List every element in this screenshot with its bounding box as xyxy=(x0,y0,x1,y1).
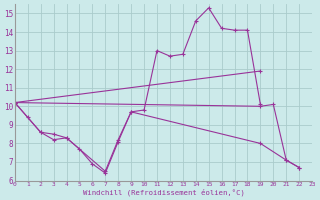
X-axis label: Windchill (Refroidissement éolien,°C): Windchill (Refroidissement éolien,°C) xyxy=(83,188,244,196)
